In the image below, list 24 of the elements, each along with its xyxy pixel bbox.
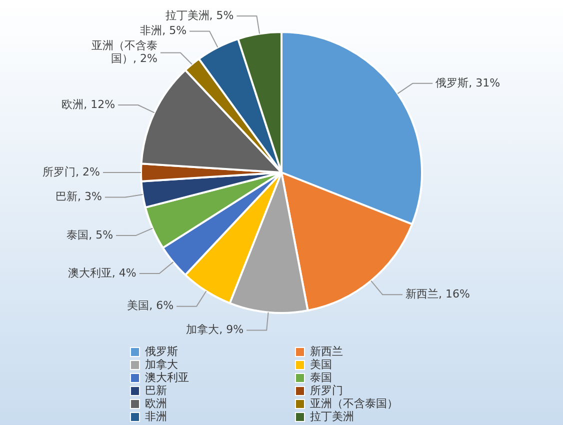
legend-label: 亚洲（不含泰国） bbox=[310, 397, 398, 410]
data-label: 加拿大, 9% bbox=[186, 323, 244, 336]
legend-label: 澳大利亚 bbox=[145, 371, 189, 384]
legend-label: 新西兰 bbox=[310, 345, 343, 358]
legend-label: 俄罗斯 bbox=[145, 345, 178, 358]
data-label: 亚洲（不含泰国）, 2% bbox=[91, 39, 158, 66]
legend-label: 加拿大 bbox=[145, 358, 178, 371]
legend-label: 美国 bbox=[310, 358, 332, 371]
data-label: 澳大利亚, 4% bbox=[68, 266, 136, 280]
data-label: 所罗门, 2% bbox=[42, 165, 100, 178]
data-label: 非洲, 5% bbox=[140, 24, 187, 38]
data-label: 泰国, 5% bbox=[66, 228, 114, 242]
legend-label: 泰国 bbox=[310, 371, 332, 384]
legend-label: 拉丁美洲 bbox=[310, 410, 354, 423]
data-label: 美国, 6% bbox=[127, 299, 174, 312]
legend-label: 非洲 bbox=[145, 410, 167, 423]
data-label: 拉丁美洲, 5% bbox=[165, 8, 234, 22]
legend-label: 巴新 bbox=[145, 384, 167, 397]
legend-label: 所罗门 bbox=[310, 384, 343, 397]
data-label: 俄罗斯, 31% bbox=[436, 76, 500, 90]
data-label: 新西兰, 16% bbox=[406, 287, 470, 300]
legend-label: 欧洲 bbox=[145, 397, 167, 410]
data-label: 巴新, 3% bbox=[56, 190, 102, 204]
data-label: 欧洲, 12% bbox=[62, 98, 116, 111]
